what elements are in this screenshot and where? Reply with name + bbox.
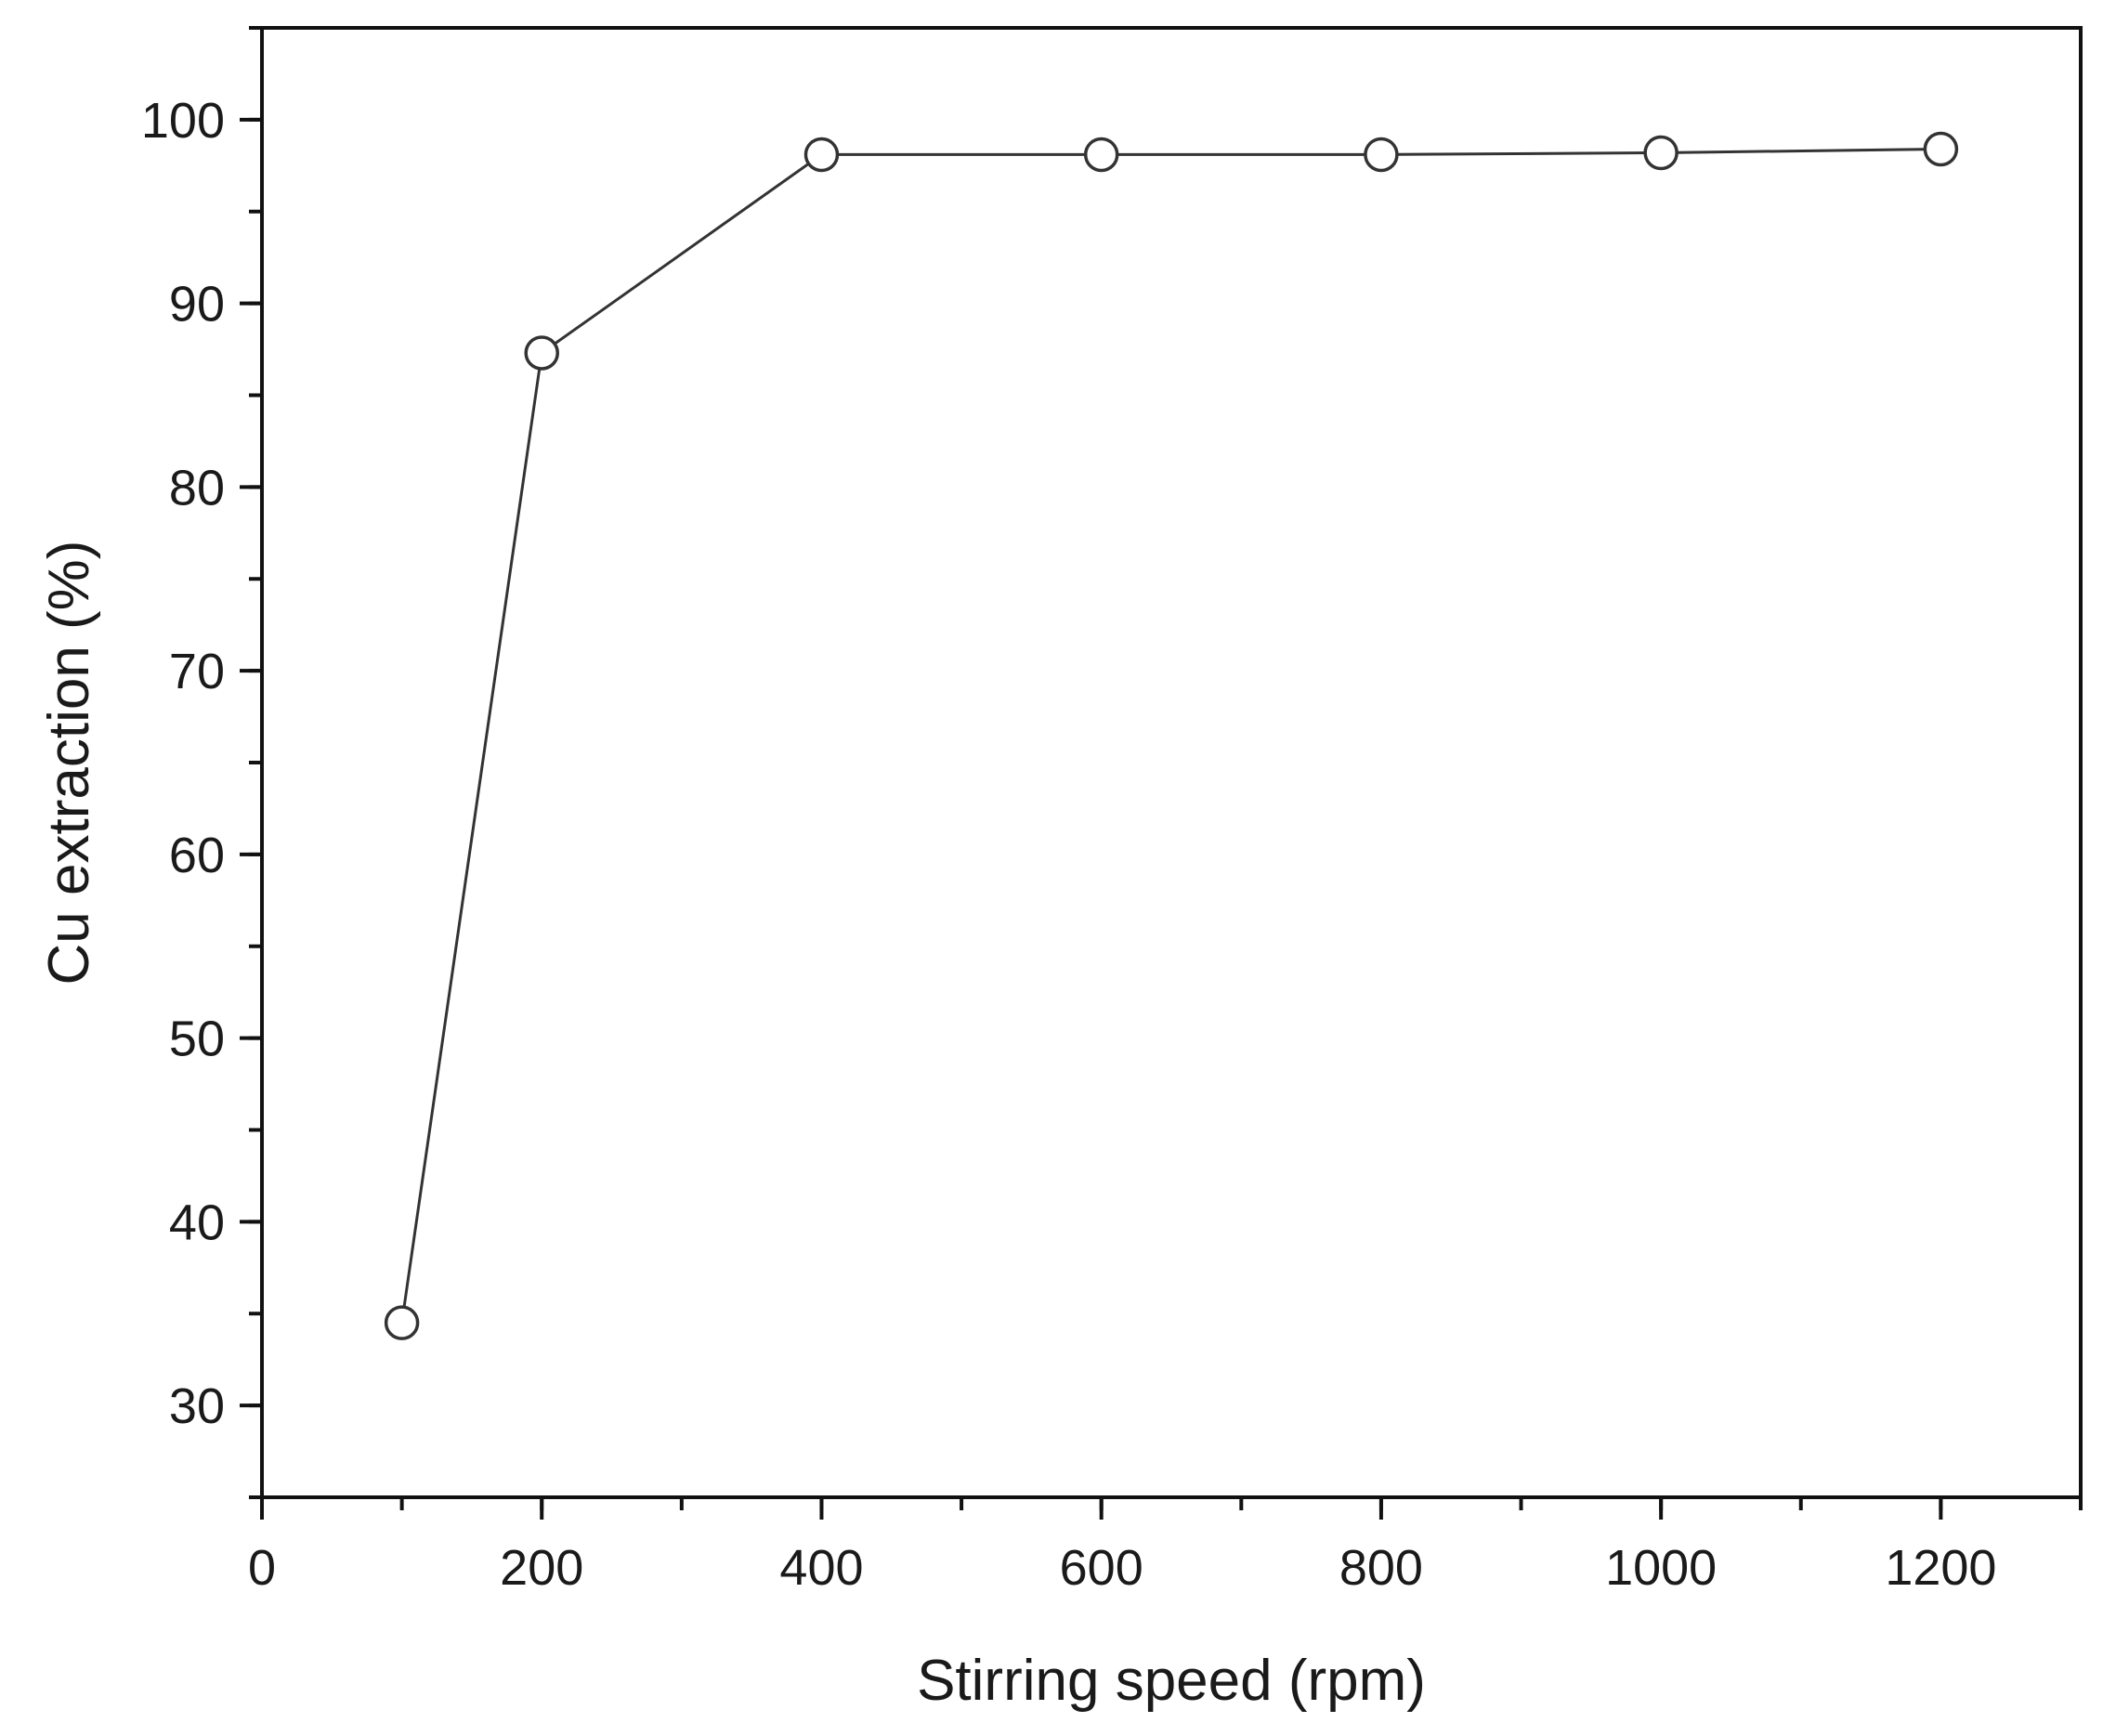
y-tick-label: 30 [169, 1378, 225, 1434]
data-point [1083, 137, 1119, 173]
data-point [1364, 137, 1399, 173]
y-tick-label: 70 [169, 644, 225, 699]
x-tick-label: 0 [248, 1540, 276, 1596]
data-point [384, 1305, 420, 1340]
x-tick-label: 200 [500, 1540, 583, 1596]
x-axis-title: Stirring speed (rpm) [917, 1649, 1426, 1713]
y-axis-title: Cu extraction (%) [37, 541, 101, 985]
data-point [803, 137, 840, 173]
x-tick-label: 800 [1339, 1540, 1423, 1596]
y-tick-label: 40 [169, 1194, 225, 1250]
y-tick-label: 60 [169, 828, 225, 883]
x-tick-label: 600 [1060, 1540, 1143, 1596]
y-tick-label: 80 [169, 460, 225, 516]
y-tick-label: 90 [169, 277, 225, 333]
plot-frame [260, 26, 2083, 1499]
y-tick-label: 50 [169, 1012, 225, 1067]
x-tick-label: 1200 [1885, 1540, 1996, 1596]
data-point [1643, 135, 1678, 171]
data-point [1923, 131, 1959, 167]
x-tick-label: 400 [779, 1540, 863, 1596]
series-line [400, 148, 1941, 1324]
series-group [384, 131, 1959, 1340]
y-tick-label: 100 [141, 93, 225, 149]
x-tick-label: 1000 [1605, 1540, 1717, 1596]
y-axis-ticks: 30 40 50 60 70 80 90 100 [141, 26, 262, 1499]
data-point [524, 335, 559, 371]
x-axis-ticks: 0 200 400 600 800 1000 1200 [248, 1497, 2083, 1596]
